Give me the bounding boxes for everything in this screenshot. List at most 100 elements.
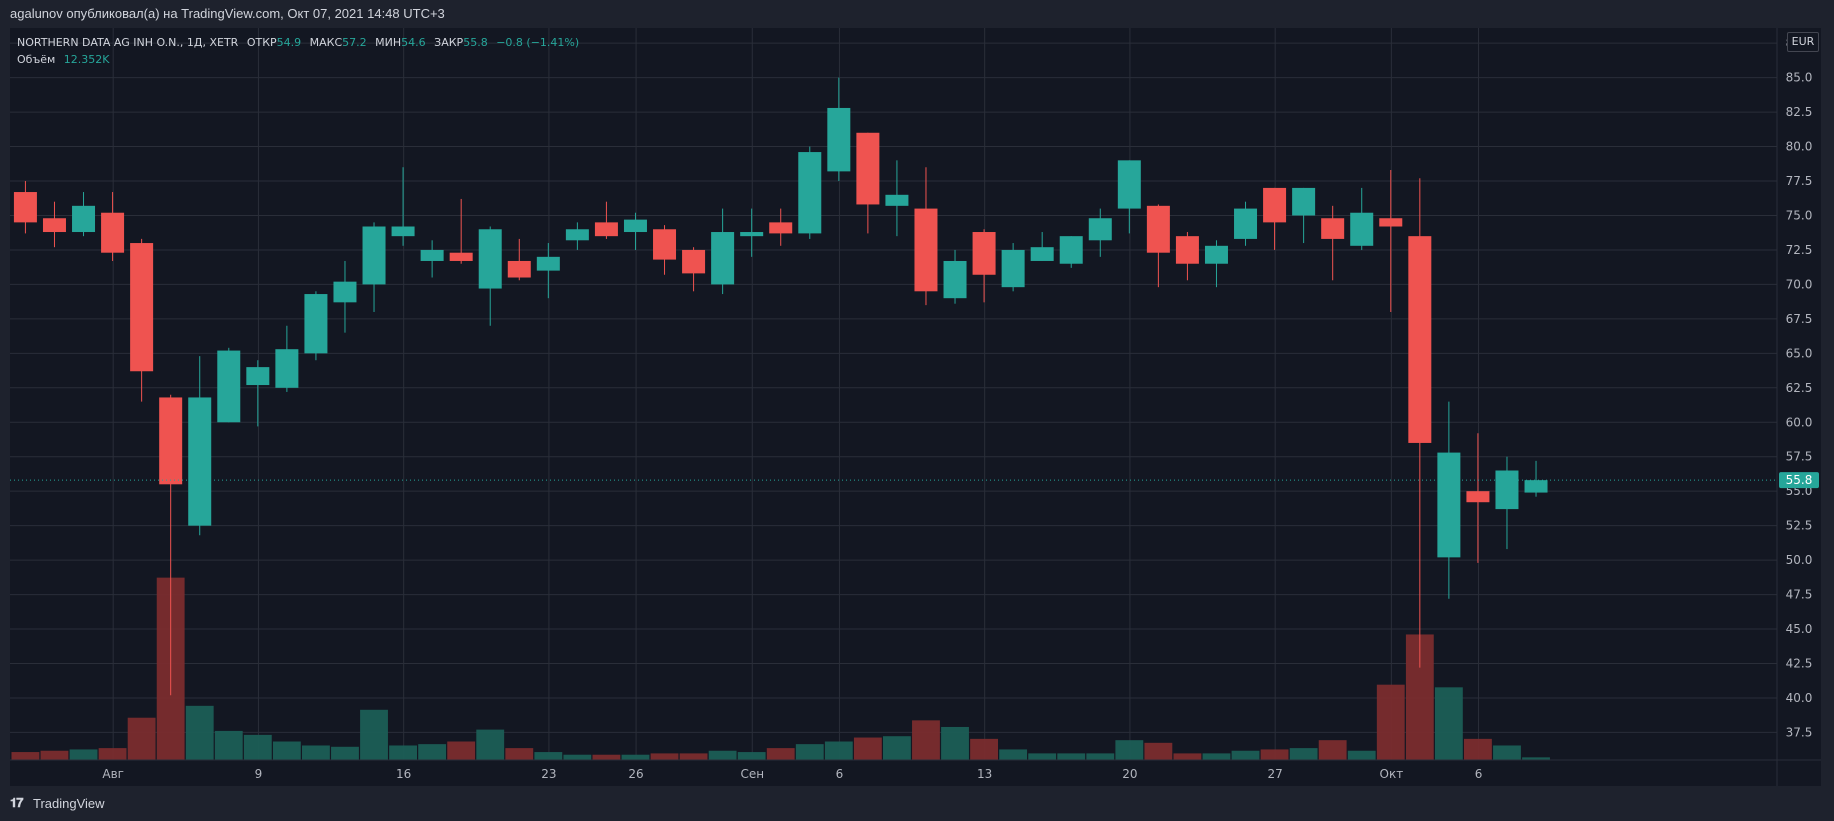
volume-bar (853, 737, 882, 760)
candlestick-chart[interactable]: 37.540.042.545.047.550.052.555.057.560.0… (10, 28, 1821, 786)
currency-badge[interactable]: EUR (1787, 32, 1819, 52)
y-tick-label: 85.0 (1786, 71, 1813, 85)
candle-body (478, 229, 502, 289)
candle-body (885, 194, 909, 206)
volume-bar (1115, 740, 1144, 760)
volume-bar (1347, 750, 1376, 760)
volume-bar (98, 748, 127, 760)
last-price-value: 55.8 (1786, 473, 1813, 487)
volume-bar (1057, 753, 1086, 760)
volume-bar (40, 750, 69, 760)
candle-body (42, 218, 66, 233)
candle-body (13, 192, 37, 223)
volume-bar (621, 754, 650, 760)
candle-body (1350, 212, 1374, 246)
y-tick-label: 50.0 (1786, 553, 1813, 567)
volume-value: 12.352K (63, 53, 110, 66)
x-tick-label: 26 (628, 767, 643, 781)
volume-label[interactable]: Объём (17, 53, 56, 66)
candle-body (420, 249, 444, 261)
plot-background (10, 28, 1821, 786)
candle-body (130, 243, 154, 372)
symbol-name[interactable]: NORTHERN DATA AG INH O.N., 1Д, XETR (17, 36, 239, 49)
candle-body (711, 232, 735, 285)
candle-body (1379, 218, 1403, 227)
volume-bar (1434, 687, 1463, 760)
volume-bar (11, 752, 40, 760)
x-tick-label: 9 (255, 767, 263, 781)
last-price-tag (1779, 472, 1819, 489)
candle-body (1234, 208, 1258, 239)
volume-bar (1493, 745, 1521, 760)
volume-bar (331, 746, 359, 760)
candle-body (1175, 236, 1199, 264)
low-label: МИН (375, 36, 402, 49)
volume-bar (1202, 753, 1231, 760)
volume-bar (243, 734, 272, 760)
volume-bar (1173, 753, 1202, 760)
volume-bar (766, 748, 795, 760)
candle-body (1495, 470, 1519, 510)
candle-body (682, 249, 706, 274)
published-text: agalunov опубликовал(а) на TradingView.c… (10, 6, 445, 21)
volume-bar (737, 752, 766, 760)
volume-bar (1260, 749, 1289, 760)
candle-body (565, 229, 589, 241)
y-tick-label: 45.0 (1786, 622, 1813, 636)
volume-bar (1464, 738, 1492, 760)
tradingview-logo-icon[interactable]: 𝟏𝟕 (10, 795, 24, 810)
y-tick-label: 62.5 (1786, 381, 1813, 395)
candle-body (188, 397, 212, 526)
volume-bar (505, 748, 534, 760)
volume-bar (389, 745, 417, 760)
candle-body (304, 294, 328, 354)
volume-bar (302, 745, 330, 760)
y-axis[interactable]: 37.540.042.545.047.550.052.555.057.560.0… (1786, 36, 1813, 739)
volume-bar (941, 726, 969, 760)
volume-bar (1289, 748, 1318, 760)
x-tick-label: 16 (396, 767, 411, 781)
candle-body (740, 232, 764, 237)
candle-body (856, 132, 880, 205)
candle-body (1292, 187, 1316, 216)
x-tick-label: 6 (1475, 767, 1483, 781)
y-tick-label: 72.5 (1786, 243, 1813, 257)
volume-bar (447, 741, 476, 760)
y-tick-label: 80.0 (1786, 140, 1813, 154)
candle-body (246, 367, 270, 386)
candle-body (217, 350, 241, 423)
close-value: 55.8 (463, 36, 488, 49)
y-tick-label: 57.5 (1786, 450, 1813, 464)
volume-bar (1231, 750, 1260, 760)
legend-volume-row: Объём 12.352K (17, 51, 579, 68)
open-label: ОТКР (246, 36, 277, 49)
candle-body (1204, 245, 1228, 264)
candle-body (72, 205, 96, 233)
open-value: 54.9 (276, 36, 302, 49)
volume-bar (824, 741, 853, 760)
volume-bar (1144, 742, 1173, 760)
y-tick-label: 42.5 (1786, 657, 1813, 671)
x-tick-label: 23 (541, 767, 556, 781)
candle-body (1466, 491, 1490, 503)
volume-bar (1318, 740, 1347, 760)
candle-body (101, 212, 125, 253)
y-tick-label: 77.5 (1786, 174, 1813, 188)
candle-body (1263, 187, 1287, 223)
price-candles (13, 77, 1548, 696)
x-tick-label: Окт (1380, 767, 1404, 781)
volume-bar (592, 754, 621, 760)
y-tick-label: 70.0 (1786, 277, 1813, 291)
footer-brand[interactable]: TradingView (33, 796, 105, 811)
x-axis[interactable]: Авг 9 16 23 26 Сен 6 13 20 27 Окт 6 (102, 767, 1482, 781)
volume-bar (650, 753, 679, 760)
volume-bar (1522, 757, 1550, 760)
candle-body (1524, 480, 1548, 493)
candle-body (769, 222, 793, 234)
volume-bar (214, 730, 243, 760)
volume-bar (127, 717, 156, 760)
legend-price-row: NORTHERN DATA AG INH O.N., 1Д, XETR ОТКР… (17, 34, 579, 51)
volume-bar (883, 736, 911, 760)
candle-body (1059, 236, 1083, 264)
high-label: МАКС (309, 36, 343, 49)
